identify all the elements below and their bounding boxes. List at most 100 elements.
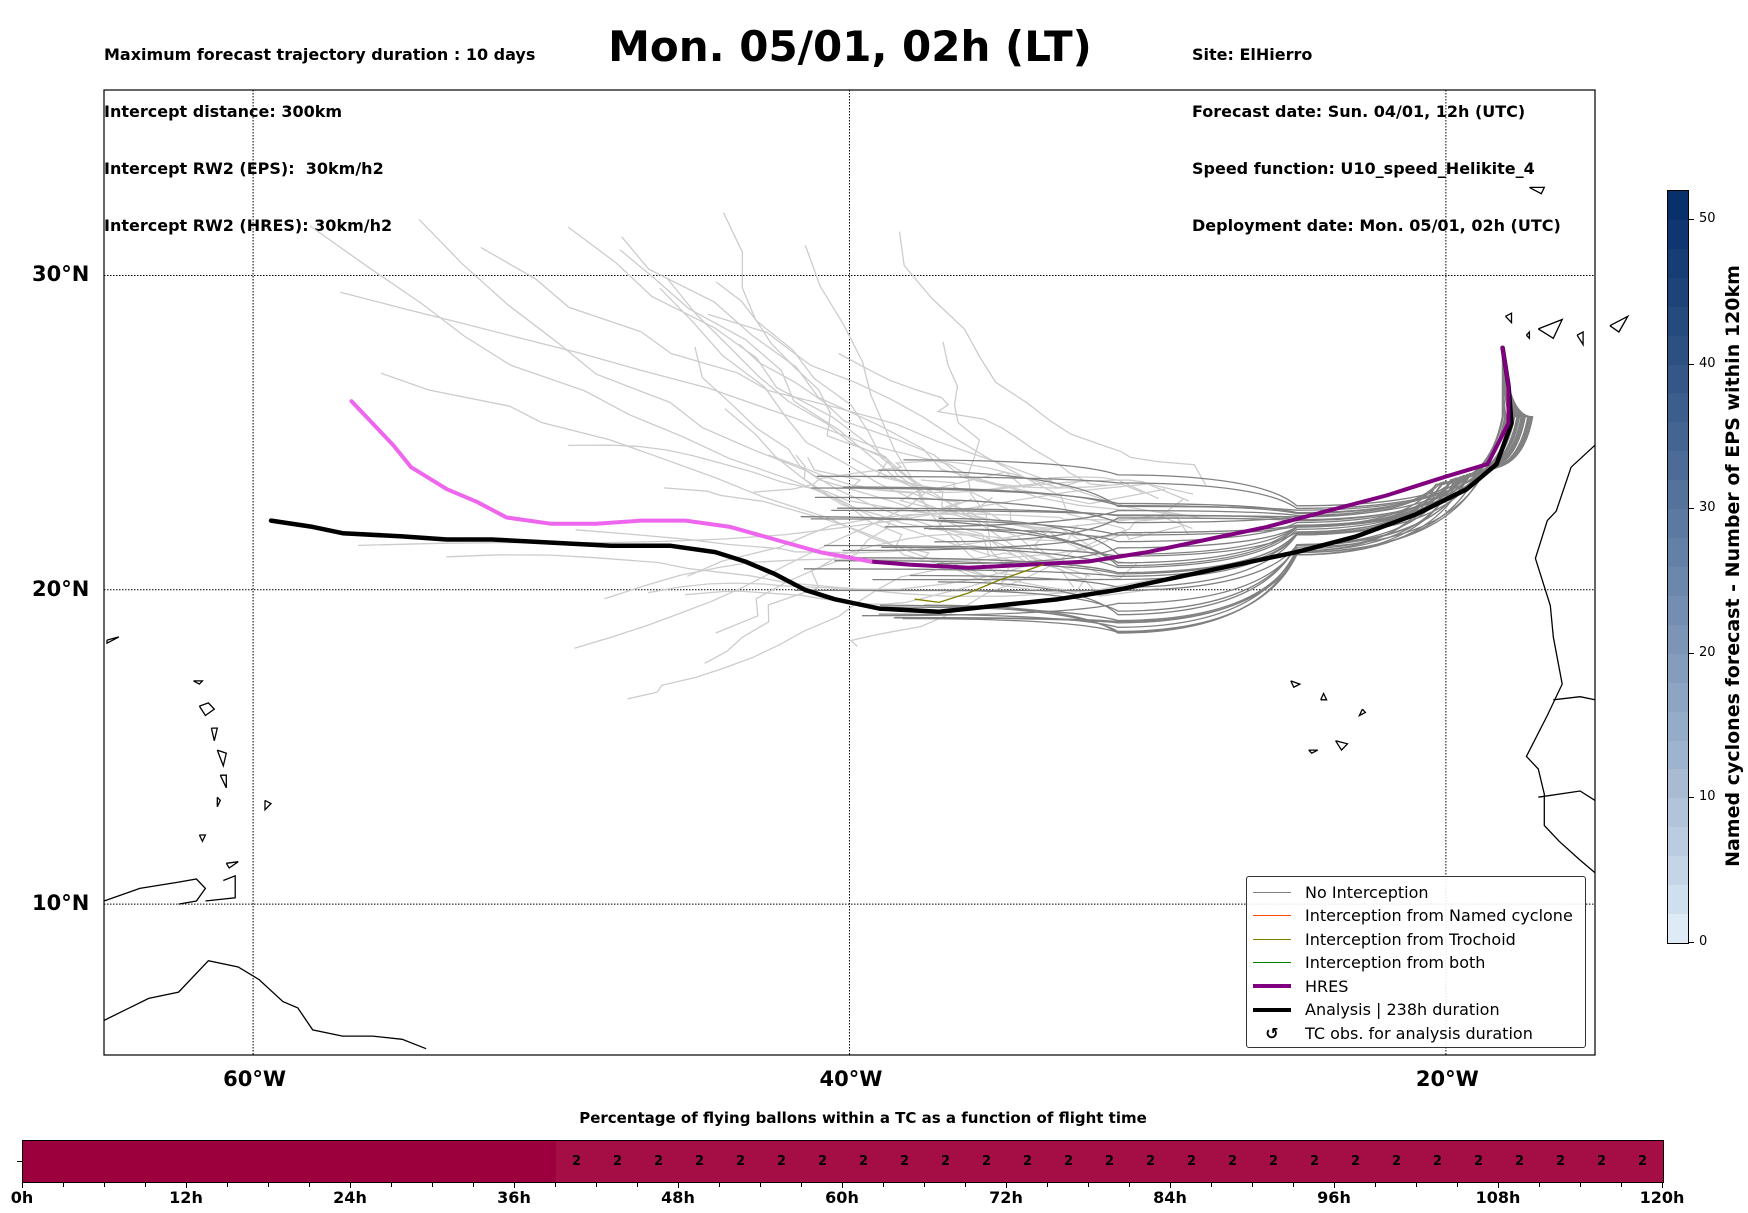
timebar-tick: [145, 1182, 146, 1187]
coastline: [103, 878, 207, 905]
timebar-bin: 2: [884, 1141, 925, 1182]
timebar-tick: [1498, 1182, 1499, 1188]
colorbar-tick: [1688, 508, 1694, 510]
light-ensemble-trajectory: [724, 408, 1075, 588]
light-ensemble-trajectory: [309, 225, 1038, 568]
colorbar: [1667, 190, 1689, 944]
light-ensemble-trajectory: [807, 456, 1133, 565]
timebar-bin: [269, 1141, 310, 1182]
series-hres-line: [868, 345, 1511, 570]
legend-label: No Interception: [1305, 882, 1429, 902]
timebar-tick: [391, 1182, 392, 1187]
timebar-tick-label: 0h: [10, 1188, 34, 1207]
light-ensemble-trajectory: [604, 531, 1128, 600]
no-interception-trajectory: [837, 347, 1506, 518]
latitude-label: 10°N: [32, 891, 90, 916]
light-ensemble-trajectories: [309, 212, 1207, 700]
legend-label: Interception from Trochoid: [1305, 929, 1516, 949]
series-hres-extended-line: [349, 399, 873, 564]
timebar-bin: [228, 1141, 269, 1182]
legend-swatch: [1253, 984, 1291, 988]
light-ensemble-trajectory: [694, 346, 1033, 566]
timebar-bin: 2: [1089, 1141, 1130, 1182]
colorbar-tick-label: 40: [1699, 355, 1716, 371]
light-ensemble-trajectory: [659, 287, 1093, 549]
timebar-bin: [433, 1141, 474, 1182]
speed-function-text: Speed function: U10_speed_Helikite_4: [1192, 159, 1535, 178]
timebar-bin: 2: [556, 1141, 597, 1182]
light-ensemble-trajectory: [619, 249, 1143, 538]
legend-label: HRES: [1305, 976, 1349, 996]
timebar-tick-label: 36h: [497, 1188, 531, 1207]
light-ensemble-trajectory: [838, 352, 1108, 486]
timebar-bin: 2: [1294, 1141, 1335, 1182]
timebar-title: Percentage of flying ballons within a TC…: [579, 1109, 1147, 1127]
colorbar-title: Named cyclones forecast - Number of EPS …: [1722, 265, 1744, 867]
timebar-tick: [1457, 1182, 1458, 1187]
coastline: [219, 774, 227, 789]
colorbar-tick-label: 50: [1699, 210, 1716, 226]
legend-item: HRES: [1247, 975, 1348, 997]
legend-label: Interception from Named cyclone: [1305, 906, 1573, 925]
no-interception-trajectory: [884, 347, 1504, 528]
timebar-tick: [104, 1182, 105, 1187]
timebar-bin: [64, 1141, 105, 1182]
intercept-eps-text: Intercept RW2 (EPS): 30km/h2: [104, 159, 384, 178]
no-interception-trajectory: [824, 347, 1518, 557]
colorbar-segment: [1668, 422, 1688, 452]
coastlines: [103, 186, 1630, 1050]
no-interception-trajectory: [928, 347, 1520, 543]
colorbar-segment: [1668, 856, 1688, 886]
colorbar-segment: [1668, 653, 1688, 683]
coastline: [1308, 749, 1318, 754]
timebar-tick-label: 84h: [1153, 1188, 1187, 1207]
timebar-bin: 2: [966, 1141, 1007, 1182]
forecast-date-text: Forecast date: Sun. 04/01, 12h (UTC): [1192, 102, 1526, 121]
colorbar-segment: [1668, 191, 1688, 220]
colorbar-segment: [1668, 277, 1688, 307]
light-ensemble-trajectory: [663, 487, 1088, 595]
timebar-bin: 2: [1417, 1141, 1458, 1182]
light-ensemble-trajectory: [715, 281, 973, 511]
legend-label: TC obs. for analysis duration: [1305, 1023, 1533, 1043]
colorbar-segment: [1668, 682, 1688, 712]
coastline: [106, 636, 120, 645]
coastline: [198, 834, 207, 843]
timebar-tick: [760, 1182, 761, 1187]
timebar-bin: [187, 1141, 228, 1182]
timebar-tick: [309, 1182, 310, 1187]
colorbar-segment: [1668, 914, 1688, 943]
timebar-tick: [1375, 1182, 1376, 1187]
deployment-date-text: Deployment date: Mon. 05/01, 02h (UTC): [1192, 216, 1561, 235]
light-ensemble-trajectory: [380, 372, 1148, 597]
legend-swatch: [1253, 915, 1291, 916]
no-interception-trajectory: [924, 347, 1504, 634]
timebar-tick: [1047, 1182, 1048, 1187]
longitude-label: 40°W: [819, 1067, 883, 1091]
timebar-tick-label: 12h: [169, 1188, 203, 1207]
series-analysis-line: [268, 345, 1514, 615]
timebar-tick-label: 120h: [1639, 1188, 1685, 1207]
timebar-tick: [924, 1182, 925, 1187]
timebar-tick: [637, 1182, 638, 1187]
coastline: [1357, 708, 1367, 717]
timebar-tick: [883, 1182, 884, 1187]
timebar-tick: [555, 1182, 556, 1187]
colorbar-segment: [1668, 480, 1688, 510]
light-ensemble-trajectory: [898, 231, 1207, 486]
site-text: Site: ElHierro: [1192, 45, 1313, 64]
coastline: [1525, 330, 1531, 340]
timebar-bin: 2: [1458, 1141, 1499, 1182]
timebar-bin: 2: [1499, 1141, 1540, 1182]
timebar-tick-label: 60h: [825, 1188, 859, 1207]
timebar-bin: 2: [925, 1141, 966, 1182]
timebar-tick: [473, 1182, 474, 1187]
series-trochoid-line: [914, 563, 1044, 604]
timebar-tick-label: 24h: [333, 1188, 367, 1207]
coastline: [1553, 696, 1596, 701]
timebar-bin: [351, 1141, 392, 1182]
timebar-bin: [474, 1141, 515, 1182]
timebar-bin: 2: [1581, 1141, 1622, 1182]
intercept-hres-text: Intercept RW2 (HRES): 30km/h2: [104, 216, 393, 235]
